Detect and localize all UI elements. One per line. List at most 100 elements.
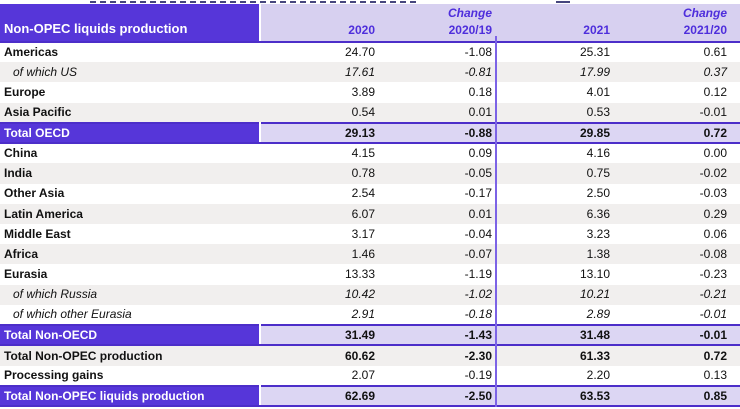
row-label: of which Russia	[0, 284, 260, 305]
column-header-line2: 2020	[348, 23, 375, 37]
value-cell: -0.01	[617, 324, 740, 347]
table-row: Other Asia 2.54 -0.17 2.50 -0.03	[0, 183, 740, 204]
table-row: Africa 1.46 -0.07 1.38 -0.08	[0, 244, 740, 265]
value-cell: 60.62	[260, 345, 380, 366]
value-cell: -0.05	[380, 163, 497, 184]
value-cell: -2.50	[380, 384, 497, 408]
value-cell: -0.01	[617, 304, 740, 326]
row-label: Processing gains	[0, 365, 260, 386]
row-label: Africa	[0, 244, 260, 265]
value-cell: 10.42	[260, 284, 380, 305]
value-cell: 4.15	[260, 143, 380, 164]
value-cell: -0.88	[380, 121, 497, 145]
value-cell: -0.23	[617, 264, 740, 285]
value-cell: 1.38	[497, 244, 617, 265]
value-cell: 0.72	[617, 121, 740, 145]
column-header-line1: Change	[447, 6, 492, 20]
year-block-divider-line	[495, 36, 497, 407]
table-row: of which other Eurasia 2.91 -0.18 2.89 -0.01	[0, 304, 740, 326]
value-cell: 0.01	[380, 203, 497, 224]
table-row: Total Non-OPEC production 60.62 -2.30 61.33…	[0, 345, 740, 366]
cropped-text-remnant	[0, 0, 740, 4]
value-cell: 0.12	[617, 82, 740, 103]
value-cell: 2.07	[260, 365, 380, 386]
value-cell: 0.13	[617, 365, 740, 386]
value-cell: 17.99	[497, 62, 617, 83]
value-cell: -1.43	[380, 324, 497, 347]
column-header-line2: 2021/20	[683, 23, 727, 37]
value-cell: -1.08	[380, 42, 497, 63]
value-cell: 2.50	[497, 183, 617, 204]
value-cell: 24.70	[260, 42, 380, 63]
value-cell: 25.31	[497, 42, 617, 63]
value-cell: 29.85	[497, 121, 617, 145]
table-row: China 4.15 0.09 4.16 0.00	[0, 143, 740, 164]
value-cell: 13.33	[260, 264, 380, 285]
value-cell: 63.53	[497, 384, 617, 408]
value-cell: 0.54	[260, 102, 380, 123]
row-label: India	[0, 163, 260, 184]
column-header-line1	[261, 5, 375, 24]
value-cell: -0.21	[617, 284, 740, 305]
table-row: Americas 24.70 -1.08 25.31 0.61	[0, 42, 740, 63]
value-cell: 0.53	[497, 102, 617, 123]
table-row: Latin America 6.07 0.01 6.36 0.29	[0, 203, 740, 224]
value-cell: 62.69	[260, 384, 380, 408]
row-label: Americas	[0, 42, 260, 63]
value-cell: 0.18	[380, 82, 497, 103]
value-cell: 0.09	[380, 143, 497, 164]
value-cell: -0.02	[617, 163, 740, 184]
row-label: of which US	[0, 62, 260, 83]
column-header-2020: 2020	[260, 4, 380, 43]
table-row: Asia Pacific 0.54 0.01 0.53 -0.01	[0, 102, 740, 123]
value-cell: 2.89	[497, 304, 617, 326]
table-row: Processing gains 2.07 -0.19 2.20 0.13	[0, 365, 740, 386]
row-label: Middle East	[0, 223, 260, 245]
value-cell: 0.29	[617, 203, 740, 224]
value-cell: -0.17	[380, 183, 497, 204]
value-cell: -1.19	[380, 264, 497, 285]
value-cell: 0.61	[617, 42, 740, 63]
value-cell: 61.33	[497, 345, 617, 366]
value-cell: 31.49	[260, 324, 380, 347]
table-row: Total Non-OPEC liquids production 62.69 -2…	[0, 384, 740, 408]
value-cell: -1.02	[380, 284, 497, 305]
value-cell: -0.01	[617, 102, 740, 123]
value-cell: 4.01	[497, 82, 617, 103]
value-cell: -0.07	[380, 244, 497, 265]
non-opec-liquids-production-table: Non-OPEC liquids production 2020 Change …	[0, 4, 740, 408]
value-cell: 4.16	[497, 143, 617, 164]
table-row: Total OECD 29.13 -0.88 29.85 0.72	[0, 121, 740, 145]
row-label: Latin America	[0, 203, 260, 224]
value-cell: -2.30	[380, 345, 497, 366]
value-cell: 0.72	[617, 345, 740, 366]
value-cell: 13.10	[497, 264, 617, 285]
value-cell: -0.19	[380, 365, 497, 386]
value-cell: 31.48	[497, 324, 617, 347]
value-cell: 0.75	[497, 163, 617, 184]
value-cell: 3.17	[260, 223, 380, 245]
column-header-line1	[497, 5, 610, 24]
value-cell: -0.18	[380, 304, 497, 326]
value-cell: 2.54	[260, 183, 380, 204]
value-cell: 0.06	[617, 223, 740, 245]
value-cell: 6.07	[260, 203, 380, 224]
value-cell: 0.01	[380, 102, 497, 123]
row-label: Asia Pacific	[0, 102, 260, 123]
table-row: India 0.78 -0.05 0.75 -0.02	[0, 163, 740, 184]
value-cell: 0.85	[617, 384, 740, 408]
value-cell: 0.78	[260, 163, 380, 184]
column-header-change-2021-20: Change 2021/20	[617, 4, 740, 43]
value-cell: 29.13	[260, 121, 380, 145]
column-header-2021: 2021	[497, 4, 617, 43]
row-label: Eurasia	[0, 264, 260, 285]
table-header-row: Non-OPEC liquids production 2020 Change …	[0, 4, 740, 43]
table-row: of which Russia 10.42 -1.02 10.21 -0.21	[0, 284, 740, 305]
row-label: Total Non-OECD	[0, 324, 261, 347]
row-label: Other Asia	[0, 183, 260, 204]
value-cell: 17.61	[260, 62, 380, 83]
column-header-change-2020-19: Change 2020/19	[380, 4, 497, 43]
value-cell: 3.89	[260, 82, 380, 103]
row-label: Europe	[0, 82, 260, 103]
